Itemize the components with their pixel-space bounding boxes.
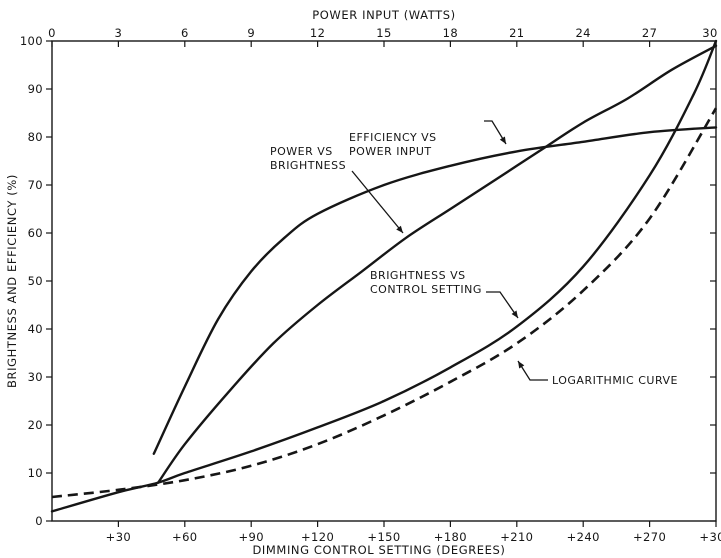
x2-tick-label: 24 (575, 26, 590, 40)
x-tick-label: +210 (500, 530, 533, 544)
x2-tick-label: 21 (509, 26, 524, 40)
y-tick-label: 0 (35, 514, 43, 528)
x2-tick-label: 27 (642, 26, 657, 40)
x2-tick-label: 18 (443, 26, 458, 40)
annotation-arrowhead-power-vs-brightness (396, 225, 403, 233)
annotation-leader-brightness-vs-control-setting (486, 291, 519, 319)
x2-tick-label: 9 (247, 26, 255, 40)
y-tick-label: 10 (28, 466, 43, 480)
annotation-label-brightness-vs-control-setting: CONTROL SETTING (370, 283, 482, 296)
series-layer (50, 39, 718, 513)
annotation-label-brightness-vs-control-setting: BRIGHTNESS VS (370, 269, 466, 282)
y-tick-label: 70 (28, 178, 43, 192)
y-tick-label: 80 (28, 130, 43, 144)
annotation-arrowhead-logarithmic-curve (518, 361, 525, 369)
x-tick-label: +180 (434, 530, 467, 544)
x-tick-label: +150 (367, 530, 400, 544)
series-line-logarithmic-curve (51, 107, 718, 499)
series-line-efficiency-vs-power-input (152, 126, 718, 455)
x-tick-label: +60 (172, 530, 197, 544)
x-axis-title: DIMMING CONTROL SETTING (DEGREES) (252, 543, 505, 557)
y-tick-label: 20 (28, 418, 43, 432)
x-tick-label: +120 (301, 530, 334, 544)
annotation-leader-logarithmic-curve (517, 360, 548, 381)
x-tick-label: +90 (238, 530, 263, 544)
x-tick-label: +240 (567, 530, 600, 544)
y-axis-title: BRIGHTNESS AND EFFICIENCY (%) (5, 174, 19, 388)
y-tick-label: 30 (28, 370, 43, 384)
x-tick-label: +300 (699, 530, 721, 544)
x-axis-ticks: +30 +60 +90 +120 +150 +180 +210 +240 +270 +300 (106, 521, 721, 544)
series-line-power-vs-brightness (157, 44, 718, 484)
x2-tick-label: 15 (376, 26, 391, 40)
x2-tick-label: 30 (702, 26, 717, 40)
annotation-label-power-vs-brightness: BRIGHTNESS (270, 159, 346, 172)
y-tick-label: 50 (28, 274, 43, 288)
annotation-label-efficiency-vs-power-input: POWER INPUT (349, 145, 432, 158)
annotation-leader-efficiency-vs-power-input (484, 120, 507, 145)
annotation-label-efficiency-vs-power-input: EFFICIENCY VS (349, 131, 437, 144)
y-axis-right-ticks (710, 40, 716, 522)
annotation-arrowhead-brightness-vs-control-setting (511, 310, 518, 318)
x2-tick-label: 12 (310, 26, 325, 40)
annotation-arrowhead-efficiency-vs-power-input (499, 136, 506, 144)
y-tick-label: 60 (28, 226, 43, 240)
x-tick-label: +270 (633, 530, 666, 544)
x2-axis-title: POWER INPUT (WATTS) (312, 8, 456, 22)
annotation-label-power-vs-brightness: POWER VS (270, 145, 333, 158)
x2-tick-label: 6 (181, 26, 189, 40)
series-line-brightness-vs-control-setting (50, 39, 718, 513)
x2-tick-label: 3 (115, 26, 123, 40)
y-tick-label: 100 (20, 34, 43, 48)
y-tick-label: 90 (28, 82, 43, 96)
annotation-label-logarithmic-curve: LOGARITHMIC CURVE (552, 374, 678, 387)
y-tick-label: 40 (28, 322, 43, 336)
x2-tick-label: 0 (48, 26, 56, 40)
x-tick-label: +30 (106, 530, 131, 544)
annotation-leader-power-vs-brightness (351, 170, 404, 234)
y-axis-ticks: 0 10 20 30 40 50 60 70 80 90 100 (20, 34, 52, 528)
x2-axis-ticks: 0 3 6 9 12 15 18 21 24 27 30 (48, 26, 717, 47)
